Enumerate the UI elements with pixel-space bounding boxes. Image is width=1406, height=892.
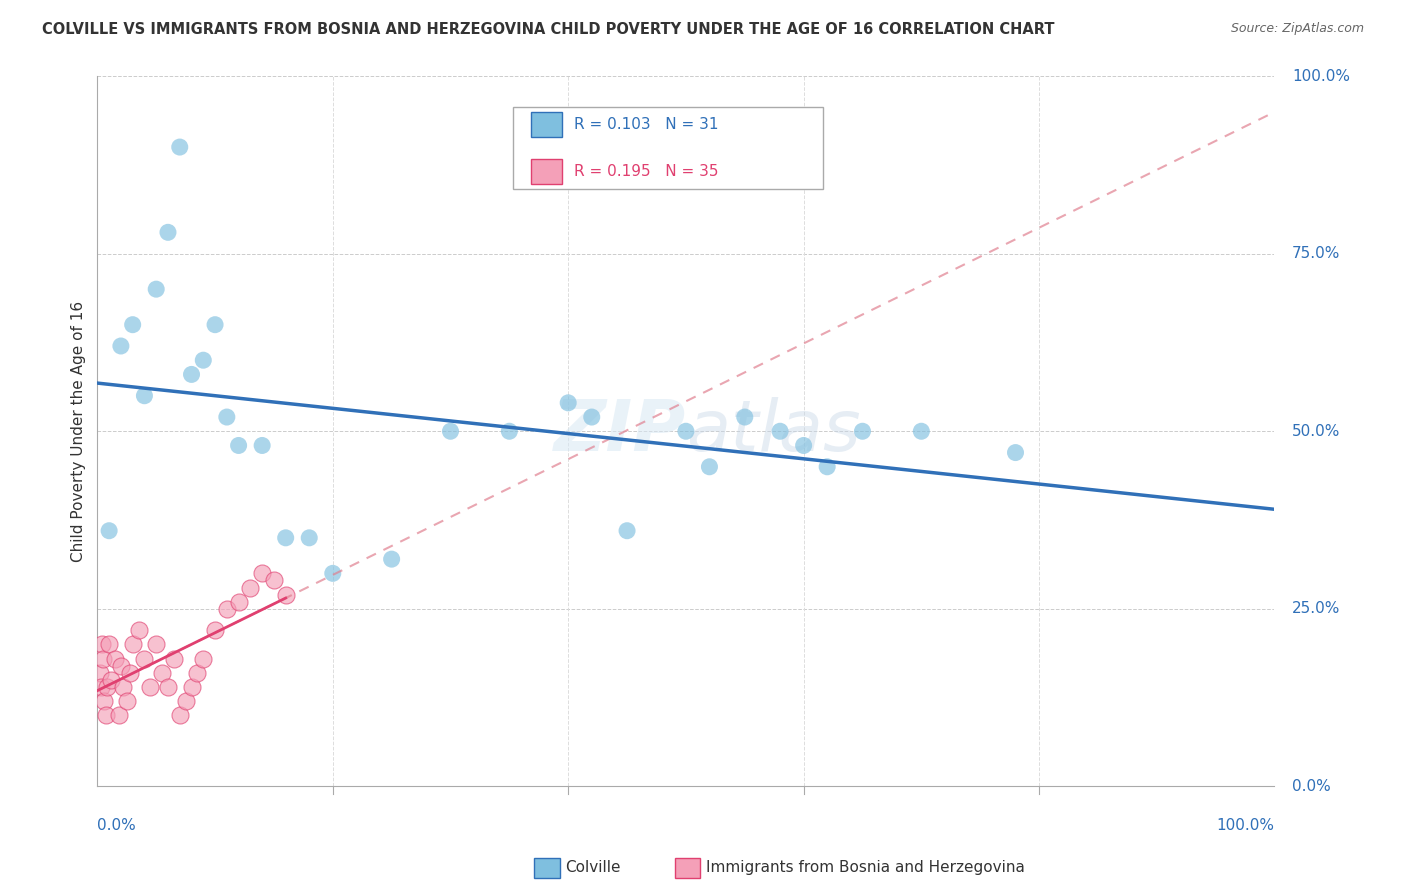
Point xyxy=(204,318,226,332)
Point xyxy=(104,651,127,665)
Point xyxy=(98,524,121,538)
Point xyxy=(263,574,285,588)
Point xyxy=(180,680,202,694)
Point xyxy=(174,694,197,708)
Point xyxy=(121,318,143,332)
Point xyxy=(186,665,208,680)
Text: 100.0%: 100.0% xyxy=(1216,819,1274,833)
Point xyxy=(96,680,118,694)
Point xyxy=(98,637,121,651)
Text: Colville: Colville xyxy=(565,861,620,875)
Point xyxy=(699,459,721,474)
Point xyxy=(91,651,114,665)
Point xyxy=(150,665,173,680)
Point xyxy=(381,552,404,566)
Text: COLVILLE VS IMMIGRANTS FROM BOSNIA AND HERZEGOVINA CHILD POVERTY UNDER THE AGE O: COLVILLE VS IMMIGRANTS FROM BOSNIA AND H… xyxy=(42,22,1054,37)
Point xyxy=(121,637,143,651)
Point xyxy=(215,602,238,616)
Point xyxy=(498,424,520,438)
Point xyxy=(298,531,321,545)
Point xyxy=(193,353,215,368)
Point xyxy=(120,665,142,680)
Point xyxy=(94,708,117,723)
Point xyxy=(169,140,191,154)
Point xyxy=(239,581,262,595)
Text: Source: ZipAtlas.com: Source: ZipAtlas.com xyxy=(1230,22,1364,36)
Text: 50.0%: 50.0% xyxy=(1292,424,1340,439)
Point xyxy=(193,651,215,665)
Point xyxy=(228,438,250,452)
Text: R = 0.195   N = 35: R = 0.195 N = 35 xyxy=(574,164,718,178)
Text: 100.0%: 100.0% xyxy=(1292,69,1350,84)
Point xyxy=(734,410,756,425)
Point xyxy=(112,680,135,694)
Point xyxy=(439,424,461,438)
Point xyxy=(145,637,167,651)
Point xyxy=(128,623,150,637)
Point xyxy=(156,680,179,694)
Point xyxy=(274,531,297,545)
Point xyxy=(139,680,162,694)
Point xyxy=(100,673,122,687)
Text: 0.0%: 0.0% xyxy=(1292,779,1331,794)
Point xyxy=(815,459,838,474)
Text: 0.0%: 0.0% xyxy=(97,819,136,833)
Point xyxy=(89,665,111,680)
Point xyxy=(110,339,132,353)
Point xyxy=(163,651,186,665)
Point xyxy=(1004,445,1026,459)
Point xyxy=(134,651,156,665)
Point xyxy=(145,282,167,296)
Point xyxy=(228,595,250,609)
Point xyxy=(180,368,202,382)
Point xyxy=(110,658,132,673)
Point xyxy=(90,680,112,694)
Text: 25.0%: 25.0% xyxy=(1292,601,1340,616)
Point xyxy=(557,396,579,410)
Point xyxy=(169,708,191,723)
Text: R = 0.103   N = 31: R = 0.103 N = 31 xyxy=(574,118,718,132)
Point xyxy=(322,566,344,581)
Point xyxy=(851,424,873,438)
Point xyxy=(250,438,273,452)
Point xyxy=(215,410,238,425)
Point xyxy=(115,694,138,708)
Y-axis label: Child Poverty Under the Age of 16: Child Poverty Under the Age of 16 xyxy=(72,301,86,562)
Point xyxy=(134,389,156,403)
Point xyxy=(581,410,603,425)
Point xyxy=(793,438,815,452)
Point xyxy=(156,225,179,239)
Point xyxy=(616,524,638,538)
Point xyxy=(204,623,226,637)
Text: ZIP: ZIP xyxy=(554,397,686,466)
Text: 75.0%: 75.0% xyxy=(1292,246,1340,261)
Point xyxy=(250,566,273,581)
Text: atlas: atlas xyxy=(686,397,860,466)
Text: Immigrants from Bosnia and Herzegovina: Immigrants from Bosnia and Herzegovina xyxy=(706,861,1025,875)
Point xyxy=(910,424,932,438)
Point xyxy=(93,694,115,708)
Point xyxy=(274,588,297,602)
Point xyxy=(107,708,129,723)
Point xyxy=(769,424,792,438)
Point xyxy=(91,637,114,651)
Point xyxy=(675,424,697,438)
